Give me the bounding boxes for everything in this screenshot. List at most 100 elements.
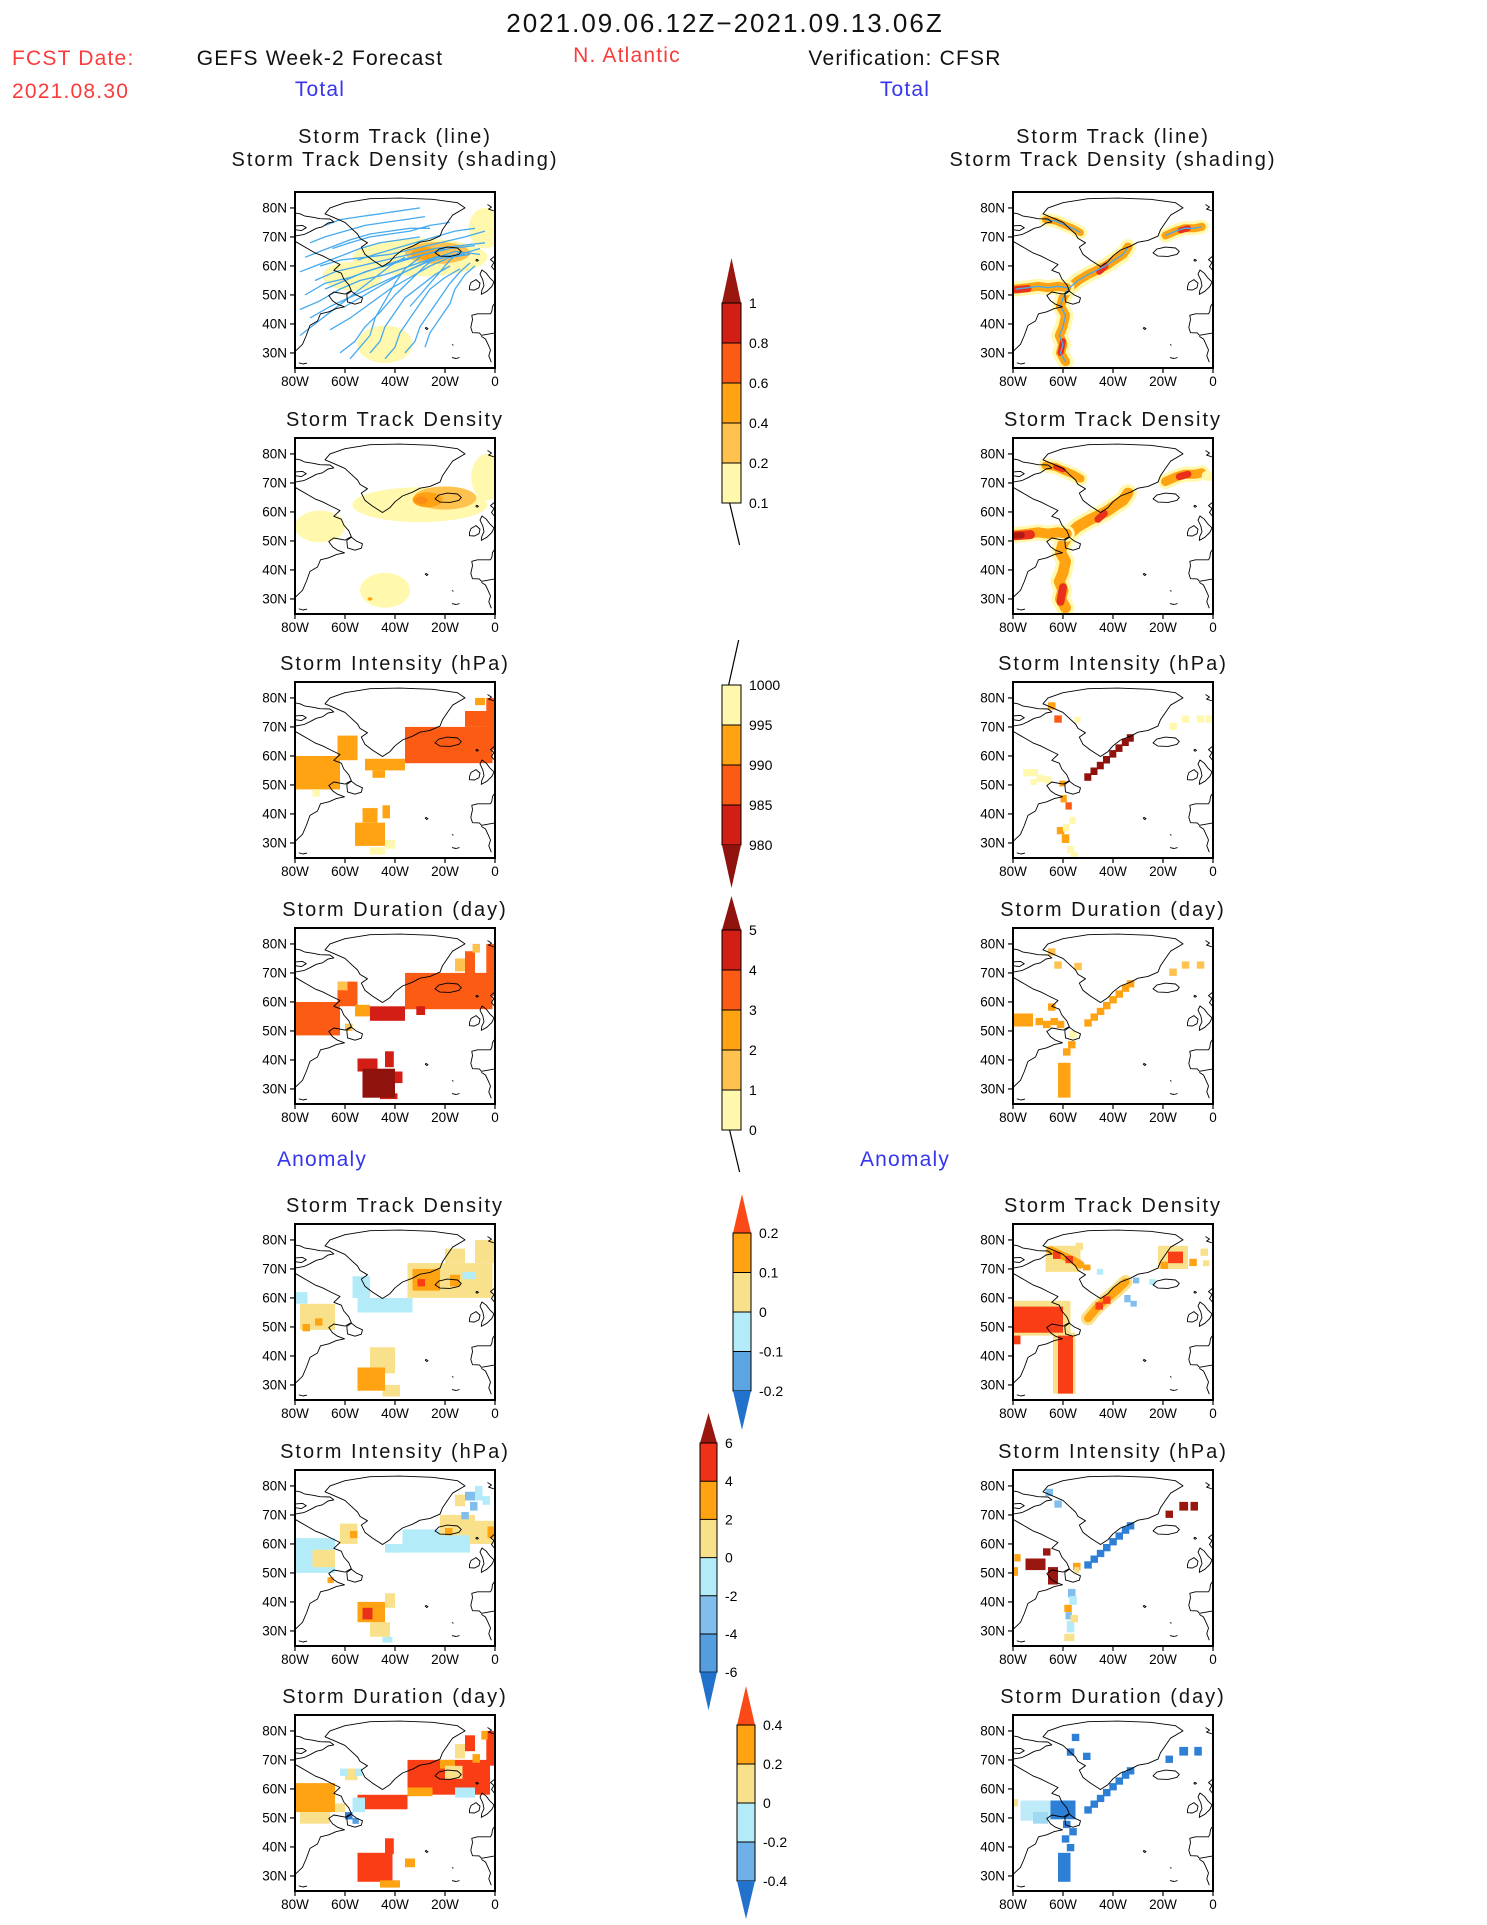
lon-tick-label: 40W	[381, 374, 409, 389]
lon-tick-label: 40W	[381, 864, 409, 879]
colorbar-tick-label: 0.2	[759, 1225, 779, 1241]
colorbar-anom-track-density-scale: 0.2 0.1 0 -0.1 -0.2	[732, 1194, 783, 1430]
lat-tick-label: 30N	[980, 1623, 1005, 1638]
lon-tick-label: 40W	[1099, 620, 1127, 635]
lon-tick-label: 0	[1209, 864, 1217, 879]
panel-title-total-intensity-gefs: Storm Intensity (hPa)	[280, 653, 510, 675]
colorbar-tick-label: 5	[749, 922, 757, 938]
panel-title-anom-duration-cfsr: Storm Duration (day)	[1000, 1686, 1226, 1708]
panel-title-anom-duration-gefs: Storm Duration (day)	[282, 1686, 508, 1708]
lat-tick-label: 40N	[262, 316, 287, 331]
lat-tick-label: 50N	[980, 1565, 1005, 1580]
lat-tick-label: 40N	[262, 806, 287, 821]
coastline-layer	[295, 933, 495, 1101]
lat-tick-label: 30N	[980, 1081, 1005, 1096]
map-panel-anom-density-gefs: 80N 70N 60N 50N 40N 30N 80W 60W 40W 20W 0	[262, 1223, 499, 1421]
coastline-layer	[1013, 1720, 1213, 1888]
lat-tick-label: 70N	[262, 965, 287, 980]
colorbar-tick-label: 0	[725, 1550, 733, 1566]
lat-tick-label: 80N	[980, 690, 1005, 705]
lon-tick-label: 0	[491, 1406, 499, 1421]
panel-title-total-track-gefs: Storm Track Density (shading)	[231, 149, 559, 171]
coastline-layer	[295, 687, 495, 855]
lon-tick-label: 0	[1209, 1897, 1217, 1912]
colorbar-tick-label: 6	[725, 1435, 733, 1451]
lon-tick-label: 20W	[1149, 374, 1177, 389]
colorbar-tick-label: 0	[763, 1795, 771, 1811]
lat-tick-label: 50N	[262, 533, 287, 548]
map-panel-anom-intensity-gefs: 80N 70N 60N 50N 40N 30N 80W 60W 40W 20W 0	[262, 1469, 499, 1667]
lon-tick-label: 20W	[431, 1110, 459, 1125]
lon-tick-label: 0	[491, 1897, 499, 1912]
shading-layer	[295, 1485, 495, 1643]
lat-tick-label: 70N	[262, 1261, 287, 1276]
colorbar-total-duration-scale: 5 4 3 2 1 0	[721, 896, 757, 1173]
lon-tick-label: 20W	[431, 864, 459, 879]
lat-tick-label: 60N	[262, 1536, 287, 1551]
lon-tick-label: 80W	[999, 864, 1027, 879]
panel-title-total-duration-cfsr: Storm Duration (day)	[1000, 899, 1226, 921]
map-panel-total-intensity-gefs: 80N 70N 60N 50N 40N 30N 80W 60W 40W 20W 0	[262, 681, 499, 879]
panel-title-anom-density-cfsr: Storm Track Density	[1003, 1195, 1223, 1217]
lon-tick-label: 60W	[331, 864, 359, 879]
colorbar-tick-label: 980	[749, 837, 773, 853]
lon-tick-label: 0	[491, 620, 499, 635]
map-panel-total-track-gefs: 80N 70N 60N 50N 40N 30N 80W 60W 40W 20W 0	[262, 191, 499, 389]
lon-tick-label: 60W	[1049, 1110, 1077, 1125]
lat-tick-label: 70N	[980, 229, 1005, 244]
lon-tick-label: 0	[1209, 374, 1217, 389]
lat-tick-label: 40N	[980, 1594, 1005, 1609]
lon-tick-label: 40W	[381, 1406, 409, 1421]
colorbar-tick-label: 985	[749, 797, 773, 813]
colorbar-tick-label: 0.4	[763, 1717, 783, 1733]
right-column-model-label: Verification: CFSR	[808, 47, 1002, 70]
section-anomaly-right: Anomaly	[859, 1148, 951, 1171]
colorbar-tick-label: 1	[749, 1082, 757, 1098]
lon-tick-label: 40W	[1099, 1406, 1127, 1421]
colorbar-tick-label: 995	[749, 717, 773, 733]
coastline-layer	[295, 443, 495, 611]
lat-tick-label: 50N	[980, 1023, 1005, 1038]
map-panel-total-duration-gefs: 80N 70N 60N 50N 40N 30N 80W 60W 40W 20W 0	[262, 927, 499, 1125]
lon-tick-label: 40W	[1099, 1110, 1127, 1125]
lat-tick-label: 70N	[980, 965, 1005, 980]
coastline-layer	[295, 197, 495, 365]
lon-tick-label: 80W	[281, 620, 309, 635]
lat-tick-label: 30N	[262, 345, 287, 360]
lon-tick-label: 60W	[331, 620, 359, 635]
lat-tick-label: 30N	[980, 591, 1005, 606]
lat-tick-label: 30N	[980, 1868, 1005, 1883]
lat-tick-label: 50N	[980, 1319, 1005, 1334]
section-total-left: Total	[294, 78, 346, 101]
shading-layer	[1023, 702, 1212, 858]
page-title: 2021.09.06.12Z−2021.09.13.06Z	[506, 8, 944, 38]
lat-tick-label: 80N	[980, 1478, 1005, 1493]
colorbar-tick-label: -0.2	[759, 1383, 783, 1399]
colorbar-total-track-density-scale: 1 0.8 0.6 0.4 0.2 0.1	[721, 258, 769, 546]
lat-tick-label: 70N	[262, 719, 287, 734]
lat-tick-label: 40N	[980, 316, 1005, 331]
colorbar-tick-label: 0	[759, 1304, 767, 1320]
lat-tick-label: 40N	[262, 562, 287, 577]
lat-tick-label: 80N	[262, 936, 287, 951]
colorbar-total-intensity-scale: 1000 995 990 985 980	[721, 639, 780, 888]
lat-tick-label: 40N	[980, 562, 1005, 577]
lon-tick-label: 20W	[1149, 620, 1177, 635]
lat-tick-label: 40N	[262, 1052, 287, 1067]
map-panel-anom-duration-cfsr: 80N 70N 60N 50N 40N 30N 80W 60W 40W 20W 0	[980, 1714, 1217, 1912]
colorbar-tick-label: 0.4	[749, 415, 769, 431]
shading-layer	[1013, 1242, 1210, 1394]
lat-tick-label: 80N	[980, 1232, 1005, 1247]
map-panel-anom-density-cfsr: 80N 70N 60N 50N 40N 30N 80W 60W 40W 20W 0	[980, 1223, 1217, 1421]
lon-tick-label: 0	[491, 1110, 499, 1125]
lat-tick-label: 80N	[980, 200, 1005, 215]
coastline-layer	[295, 1475, 495, 1643]
colorbar-tick-label: 4	[725, 1473, 733, 1489]
lat-tick-label: 70N	[980, 475, 1005, 490]
shading-layer	[295, 453, 495, 608]
panel-title-total-track-cfsr: Storm Track Density (shading)	[949, 149, 1277, 171]
lon-tick-label: 40W	[1099, 374, 1127, 389]
lon-tick-label: 40W	[1099, 1897, 1127, 1912]
lat-tick-label: 70N	[262, 1752, 287, 1767]
shading-layer	[1013, 213, 1209, 368]
